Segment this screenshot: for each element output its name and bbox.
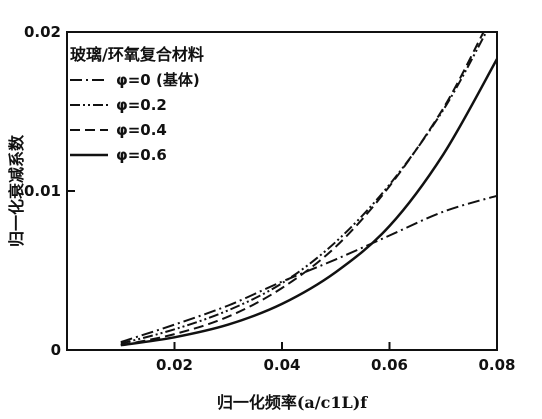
plot-area [120,31,499,347]
series-line [120,31,485,347]
y-tick-label: 0.01 [24,182,61,200]
x-tick-label: 0.06 [371,356,408,374]
legend-label: φ=0.2 [116,96,167,114]
y-tick-label: 0 [51,341,61,359]
legend-label: φ=0.6 [116,146,167,164]
y-axis-label: 归一化衰减系数 [7,134,26,247]
series-line [120,194,498,344]
y-tick-label: 0.02 [24,23,61,41]
series-line [120,58,499,347]
x-axis-label: 归一化频率(a/c1L)f [217,393,368,412]
x-tick-label: 0.04 [263,356,300,374]
legend-label: φ=0 (基体) [116,71,200,89]
legend-label: φ=0.4 [116,121,167,139]
x-tick-label: 0.02 [156,356,193,374]
axes: 0.02 0.04 0.06 0.08 0 0.01 0.02 [24,23,516,374]
chart-title: 玻璃/环氧复合材料 [70,45,204,64]
legend: φ=0 (基体) φ=0.2 φ=0.4 φ=0.6 [70,71,200,164]
x-tick-label: 0.08 [478,356,515,374]
